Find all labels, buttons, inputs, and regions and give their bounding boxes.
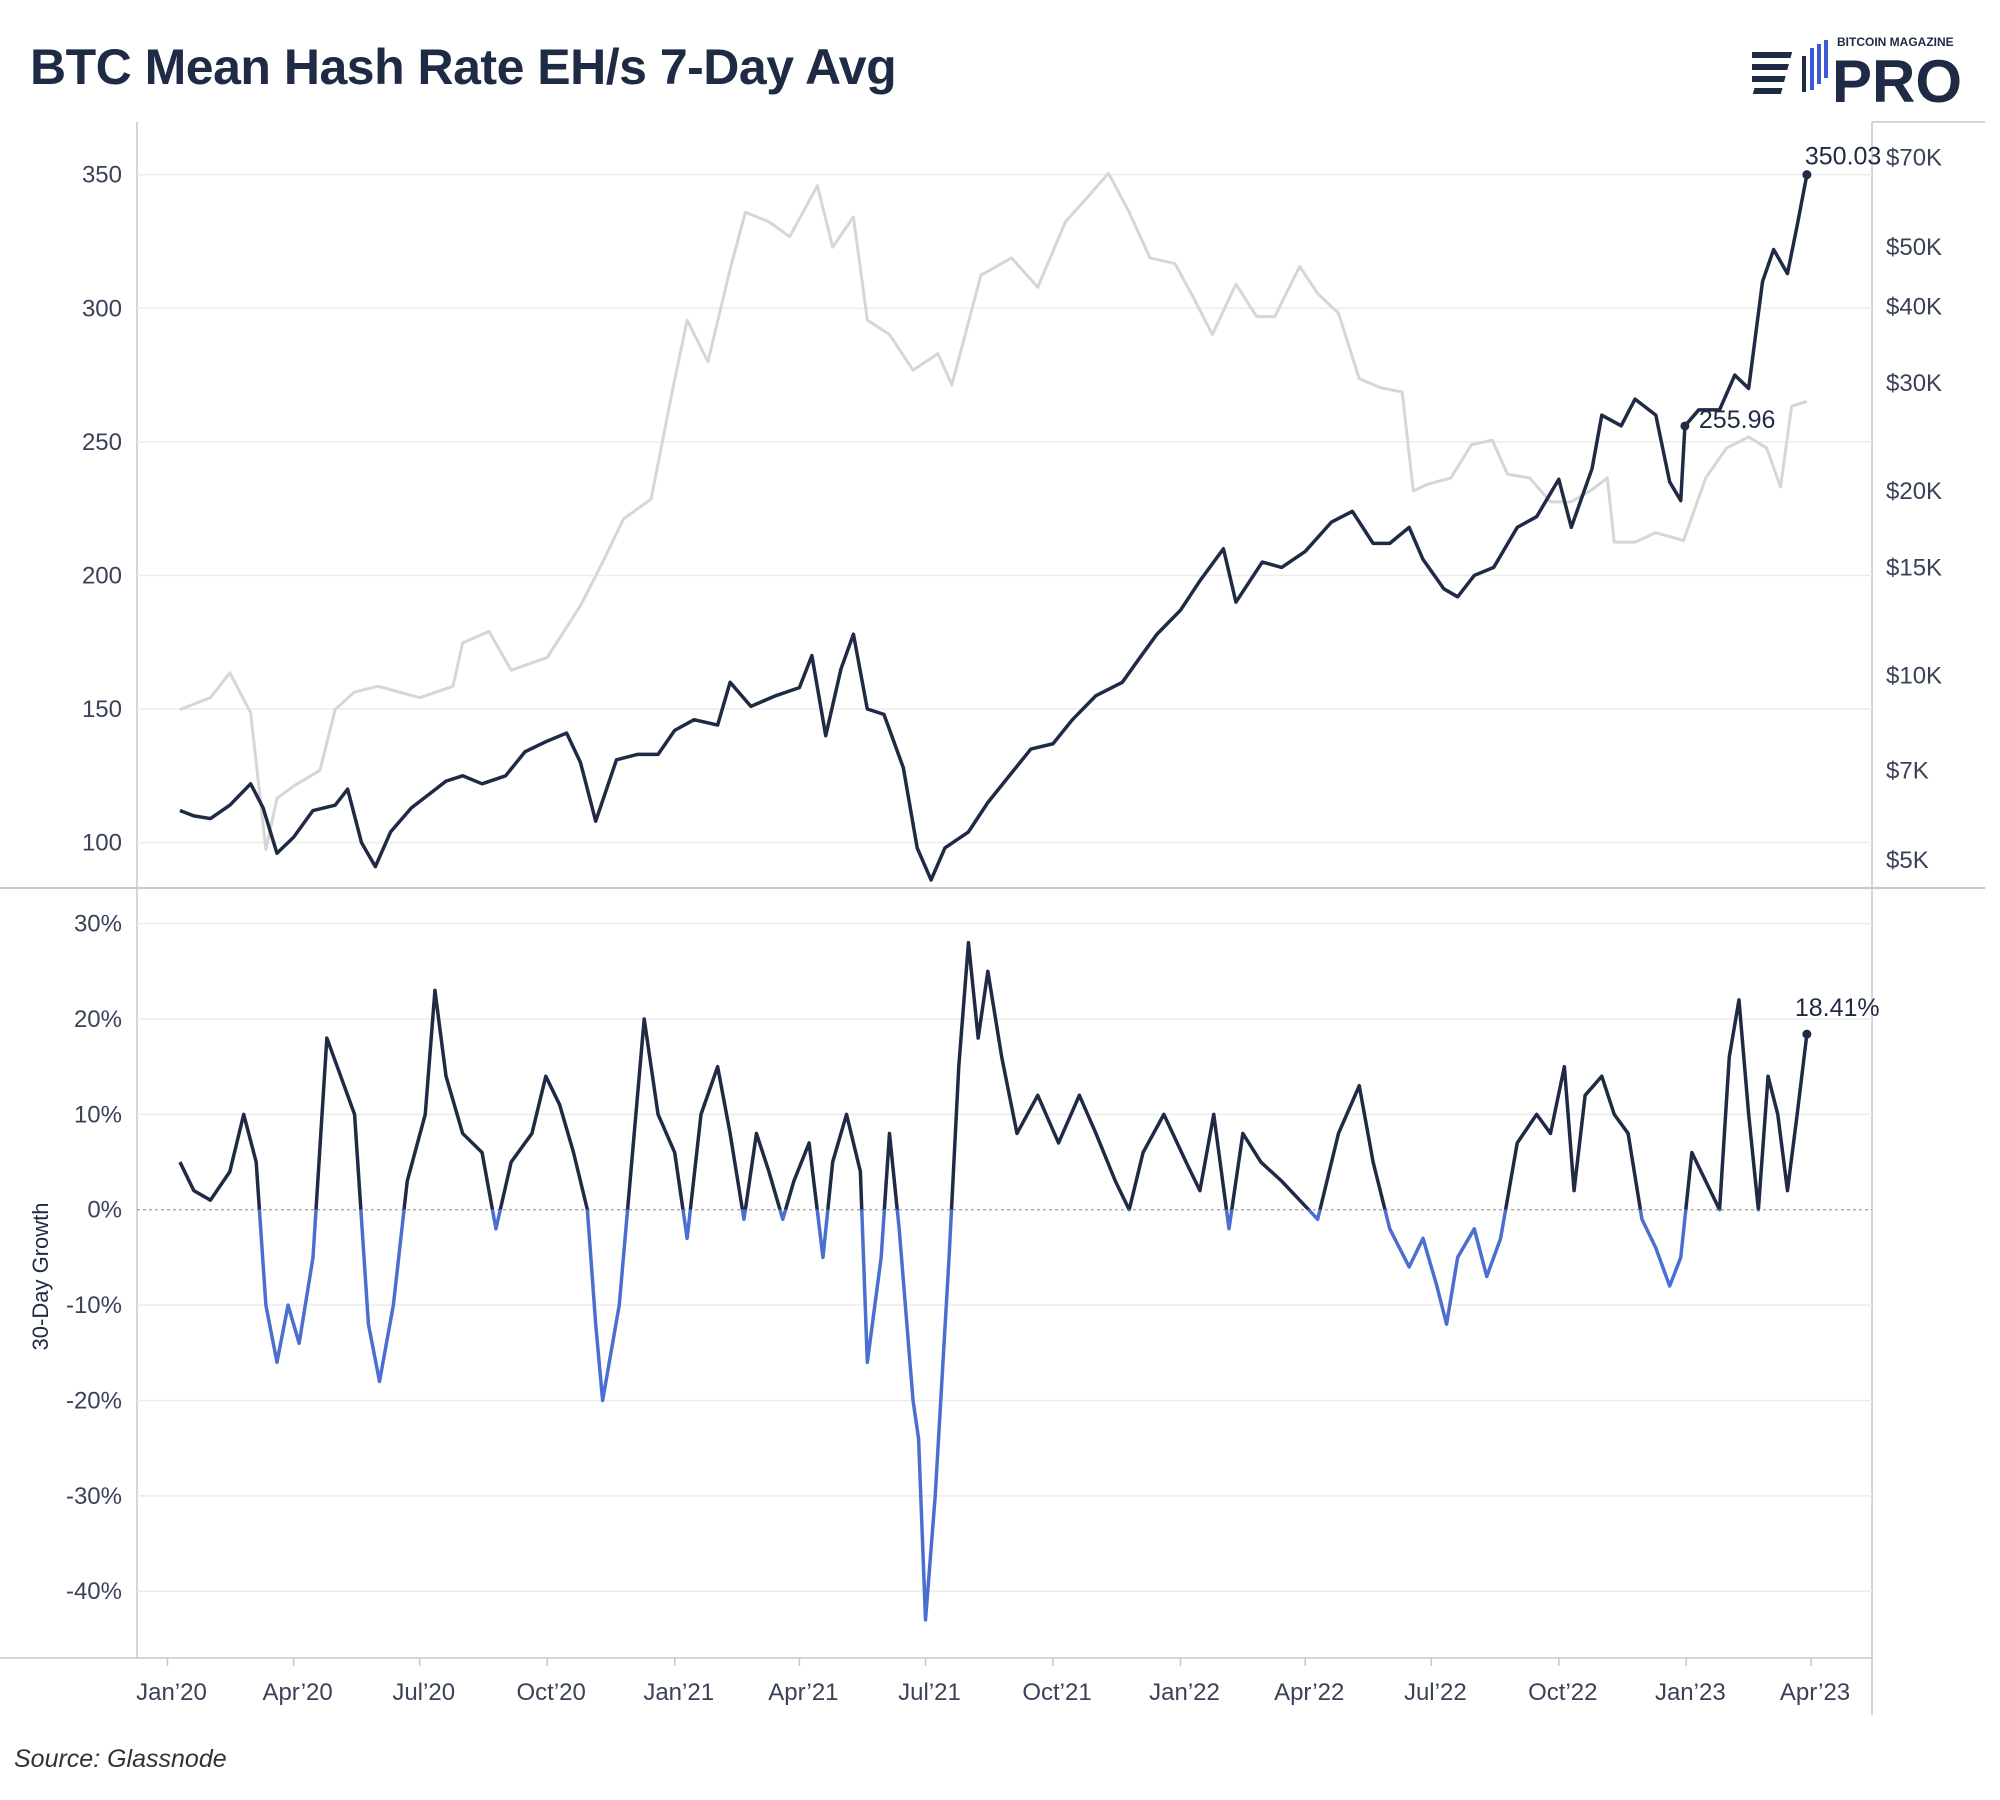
y-tick-bottom: -20% (66, 1387, 122, 1414)
y-tick-right: $20K (1886, 478, 1942, 505)
x-tick-label: Oct’22 (1528, 1679, 1597, 1706)
y-tick-bottom: -40% (66, 1578, 122, 1605)
growth-series-line-negative (257, 1209, 1761, 1622)
x-tick-label: Jul’21 (898, 1679, 961, 1706)
y-tick-bottom: 30% (74, 911, 122, 938)
hash-rate-series-line (179, 174, 1809, 882)
svg-text:BITCOIN MAGAZINE: BITCOIN MAGAZINE (1837, 35, 1954, 49)
x-tick-label: Jan’21 (643, 1679, 714, 1706)
annotation-label: 18.41% (1795, 994, 1880, 1022)
x-tick-label: Apr’21 (768, 1679, 838, 1706)
chart-frame (0, 121, 1985, 1715)
x-tick-label: Apr’22 (1274, 1679, 1344, 1706)
source-note: Source: Glassnode (14, 1745, 227, 1773)
svg-text:PRO: PRO (1832, 48, 1962, 106)
y-tick-right: $40K (1886, 293, 1942, 320)
x-tick-label: Oct’20 (517, 1679, 586, 1706)
y-axis-title-bottom: 30-Day Growth (28, 1203, 53, 1351)
y-tick-left: 200 (82, 562, 122, 589)
y-tick-right: $15K (1886, 555, 1942, 582)
y-tick-right: $50K (1886, 234, 1942, 261)
y-tick-right: $7K (1886, 757, 1929, 784)
y-tick-bottom: 0% (87, 1197, 122, 1224)
y-tick-bottom: 20% (74, 1006, 122, 1033)
y-tick-left: 350 (82, 162, 122, 189)
axis-ticks: 100 150 200 250 300 350 $5K $7K $10K $15K $20K $30K… (28, 145, 1942, 1706)
y-tick-left: 150 (82, 696, 122, 723)
x-tick-label: Jul’22 (1404, 1679, 1467, 1706)
annotations-layer: 350.03 255.96 18.41% (1680, 143, 1881, 1039)
x-tick-label: Jan’20 (136, 1679, 207, 1706)
x-tick-label: Oct’21 (1022, 1679, 1091, 1706)
y-tick-bottom: -10% (66, 1292, 122, 1319)
y-tick-right: $10K (1886, 662, 1942, 689)
annotation-label: 255.96 (1699, 406, 1775, 434)
y-tick-left: 300 (82, 295, 122, 322)
gridlines (137, 173, 1872, 1592)
annotation-dot (1802, 1029, 1812, 1039)
chart-title: BTC Mean Hash Rate EH/s 7-Day Avg (30, 39, 897, 95)
y-tick-bottom: -30% (66, 1483, 122, 1510)
y-tick-bottom: 10% (74, 1101, 122, 1128)
y-tick-right: $70K (1886, 145, 1942, 172)
y-tick-left: 100 (82, 830, 122, 857)
price-series-line (179, 171, 1808, 852)
x-tick-label: Jan’22 (1149, 1679, 1220, 1706)
x-tick-label: Jul’20 (392, 1679, 455, 1706)
annotation-label: 350.03 (1805, 143, 1881, 171)
annotation-dot (1680, 421, 1690, 431)
y-tick-right: $30K (1886, 370, 1942, 397)
annotation-dot (1802, 170, 1812, 180)
y-tick-left: 250 (82, 429, 122, 456)
series-layer (178, 171, 1809, 1622)
x-tick-label: Apr’20 (262, 1679, 332, 1706)
y-tick-right: $5K (1886, 847, 1929, 874)
x-tick-label: Jan’23 (1655, 1679, 1726, 1706)
x-tick-label: Apr’23 (1780, 1679, 1850, 1706)
bitcoin-magazine-pro-logo: BITCOIN MAGAZINE PRO (1752, 35, 1962, 106)
growth-series-line-positive (178, 940, 1809, 1210)
